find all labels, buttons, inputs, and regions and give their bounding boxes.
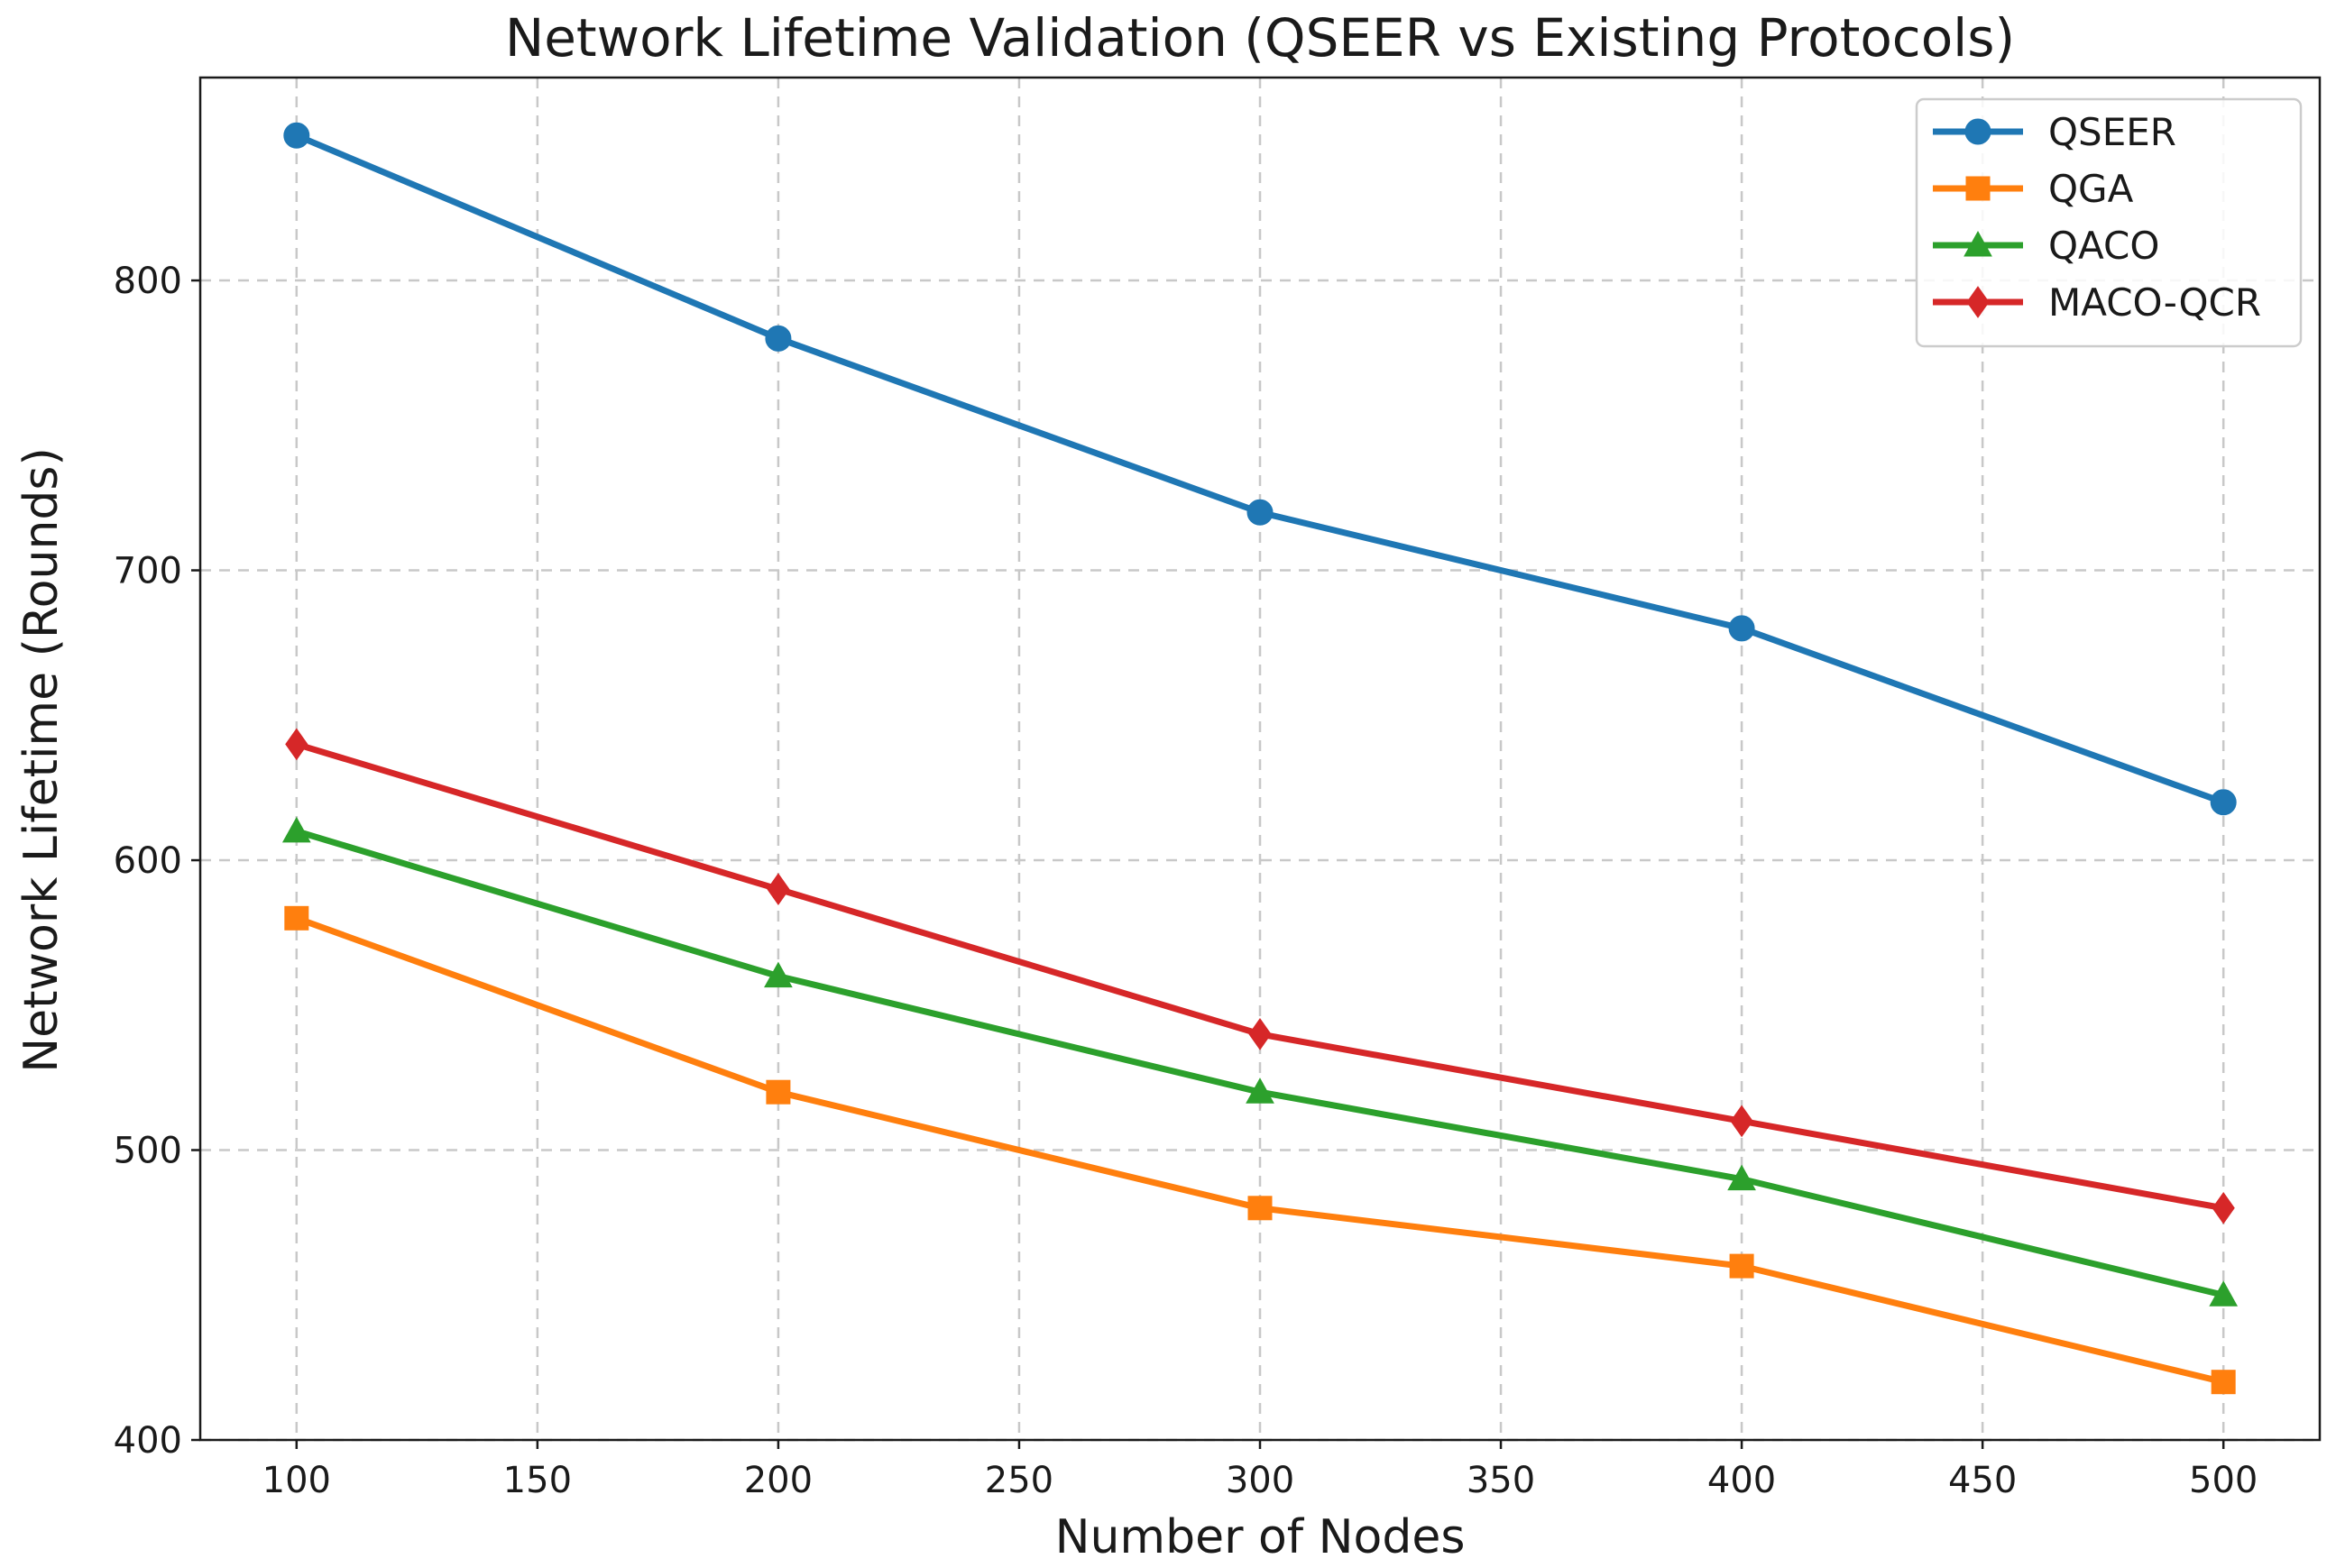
y-tick-label: 500 — [114, 1131, 182, 1172]
data-point-maco-qcr — [285, 728, 308, 761]
data-point-qga — [1247, 1196, 1273, 1221]
y-axis-ticks: 400 500 600 700 800 — [114, 261, 200, 1462]
legend-marker-maco-qcr — [1966, 286, 1990, 318]
chart-title: Network Lifetime Validation (QSEER vs Ex… — [505, 7, 2015, 69]
legend-label-qaco: QACO — [2048, 224, 2159, 268]
legend-marker-qseer — [1964, 118, 1991, 145]
x-axis-ticks: 100 150 200 250 300 350 400 450 500 — [262, 1440, 2258, 1501]
data-point-maco-qcr — [1248, 1018, 1272, 1050]
legend-marker-qaco — [1964, 230, 1992, 257]
x-axis-label: Number of Nodes — [1055, 1510, 1466, 1564]
legend-box — [1915, 97, 2303, 348]
data-point-qaco — [2209, 1280, 2239, 1307]
legend-label-maco-qcr: MACO-QCR — [2048, 280, 2261, 325]
y-tick-label: 400 — [114, 1420, 182, 1462]
x-tick-label: 400 — [1707, 1460, 1776, 1501]
legend-entry-maco-qcr: MACO-QCR — [1933, 280, 2261, 325]
data-point-qseer — [1728, 615, 1755, 642]
x-tick-label: 450 — [1948, 1460, 2017, 1501]
legend-marker-qga — [1965, 176, 1991, 201]
data-point-maco-qcr — [767, 873, 790, 906]
x-tick-label: 300 — [1226, 1460, 1294, 1501]
x-tick-label: 250 — [985, 1460, 1053, 1501]
data-point-qseer — [2210, 789, 2237, 816]
data-point-maco-qcr — [1730, 1105, 1753, 1138]
data-point-qseer — [283, 122, 310, 149]
series-qseer — [283, 122, 2237, 816]
data-point-qaco — [281, 816, 311, 843]
data-point-qaco — [764, 961, 793, 988]
data-point-maco-qcr — [2212, 1191, 2235, 1224]
x-tick-label: 200 — [744, 1460, 813, 1501]
y-tick-label: 700 — [114, 551, 182, 592]
y-tick-label: 800 — [114, 261, 182, 302]
x-tick-label: 500 — [2189, 1460, 2258, 1501]
data-point-qaco — [1727, 1164, 1756, 1191]
data-point-qga — [1729, 1253, 1754, 1279]
legend-entry-qga: QGA — [1933, 167, 2134, 211]
data-point-qga — [766, 1079, 791, 1105]
series-qaco — [281, 816, 2239, 1307]
series-maco-qcr — [285, 728, 2235, 1224]
x-tick-label: 350 — [1467, 1460, 1535, 1501]
data-point-qaco — [1246, 1077, 1274, 1104]
y-tick-label: 600 — [114, 840, 182, 882]
legend-label-qga: QGA — [2048, 167, 2134, 211]
legend-label-qseer: QSEER — [2048, 110, 2176, 154]
x-tick-label: 150 — [503, 1460, 572, 1501]
plot-series — [281, 122, 2239, 1395]
y-axis-label: Network Lifetime (Rounds) — [14, 447, 69, 1073]
data-point-qga — [2211, 1370, 2236, 1395]
legend-entry-qseer: QSEER — [1933, 110, 2176, 154]
data-point-qga — [284, 905, 309, 931]
series-qga — [284, 905, 2236, 1395]
data-point-qseer — [765, 325, 792, 352]
x-tick-label: 100 — [262, 1460, 331, 1501]
legend: QSEER QGA QACO MACO-QCR — [1915, 97, 2303, 348]
legend-entry-qaco: QACO — [1933, 224, 2159, 268]
data-point-qseer — [1246, 499, 1274, 526]
